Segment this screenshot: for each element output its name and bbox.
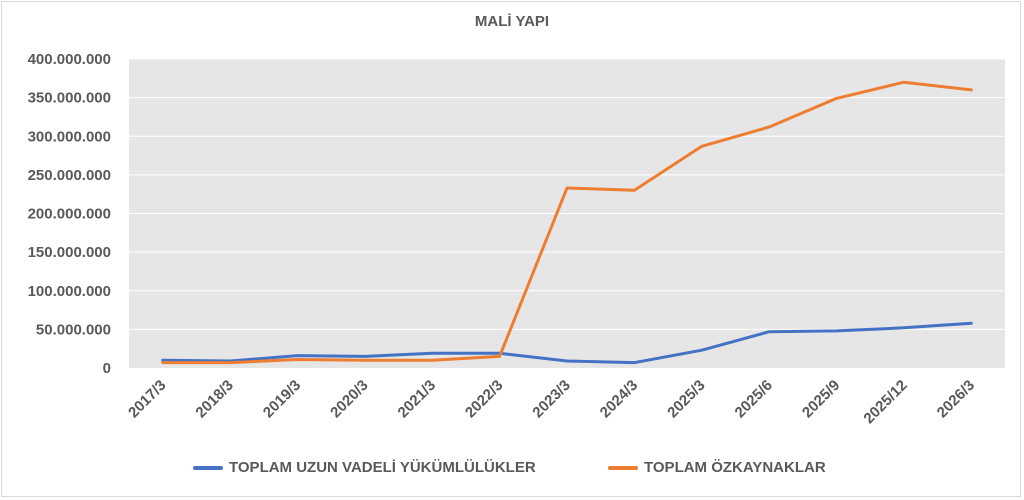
x-tick-label: 2019/3	[260, 377, 304, 421]
legend-item-series-2: TOPLAM ÖZKAYNAKLAR	[608, 459, 826, 476]
series-lines	[161, 80, 973, 365]
x-tick-label: 2020/3	[327, 377, 371, 421]
legend-item-series-1: TOPLAM UZUN VADELİ YÜKÜMLÜLÜKLER	[193, 459, 536, 476]
y-tick-label: 150.000.000	[28, 244, 111, 261]
series-line-1	[161, 321, 973, 365]
legend-swatch-series-1	[193, 465, 223, 470]
legend-swatch-series-2	[608, 465, 638, 470]
legend: TOPLAM UZUN VADELİ YÜKÜMLÜLÜKLER TOPLAM …	[0, 459, 1024, 483]
y-tick-label: 350.000.000	[28, 90, 111, 107]
x-tick-label: 2021/3	[395, 377, 439, 421]
x-tick-label: 2025/6	[732, 377, 776, 421]
y-tick-label: 250.000.000	[28, 167, 111, 184]
y-axis-ticks: 0 50.000.000 100.000.000 150.000.000 200.000…	[28, 51, 111, 377]
x-tick-label: 2026/3	[934, 377, 978, 421]
x-axis-ticks: 2017/3 2018/3 2019/3 2020/3 2021/3 2022/3 2023…	[125, 377, 978, 427]
x-tick-label: 2023/3	[529, 377, 573, 421]
legend-label-series-1: TOPLAM UZUN VADELİ YÜKÜMLÜLÜKLER	[229, 459, 536, 476]
y-tick-label: 0	[103, 360, 111, 377]
x-tick-label: 2025/9	[799, 377, 843, 421]
x-tick-label: 2024/3	[597, 377, 641, 421]
chart-title: MALİ YAPI	[474, 13, 550, 30]
x-tick-label: 2018/3	[192, 377, 236, 421]
x-tick-label: 2017/3	[125, 377, 169, 421]
x-tick-label: 2022/3	[462, 377, 506, 421]
y-tick-label: 50.000.000	[36, 321, 111, 338]
y-tick-label: 200.000.000	[28, 206, 111, 223]
x-tick-label: 2025/3	[664, 377, 708, 421]
y-tick-label: 100.000.000	[28, 283, 111, 300]
y-tick-label: 400.000.000	[28, 51, 111, 68]
legend-label-series-2: TOPLAM ÖZKAYNAKLAR	[644, 459, 826, 476]
y-tick-label: 300.000.000	[28, 128, 111, 145]
x-tick-label: 2025/12	[860, 377, 910, 427]
series-line-2	[161, 80, 973, 365]
